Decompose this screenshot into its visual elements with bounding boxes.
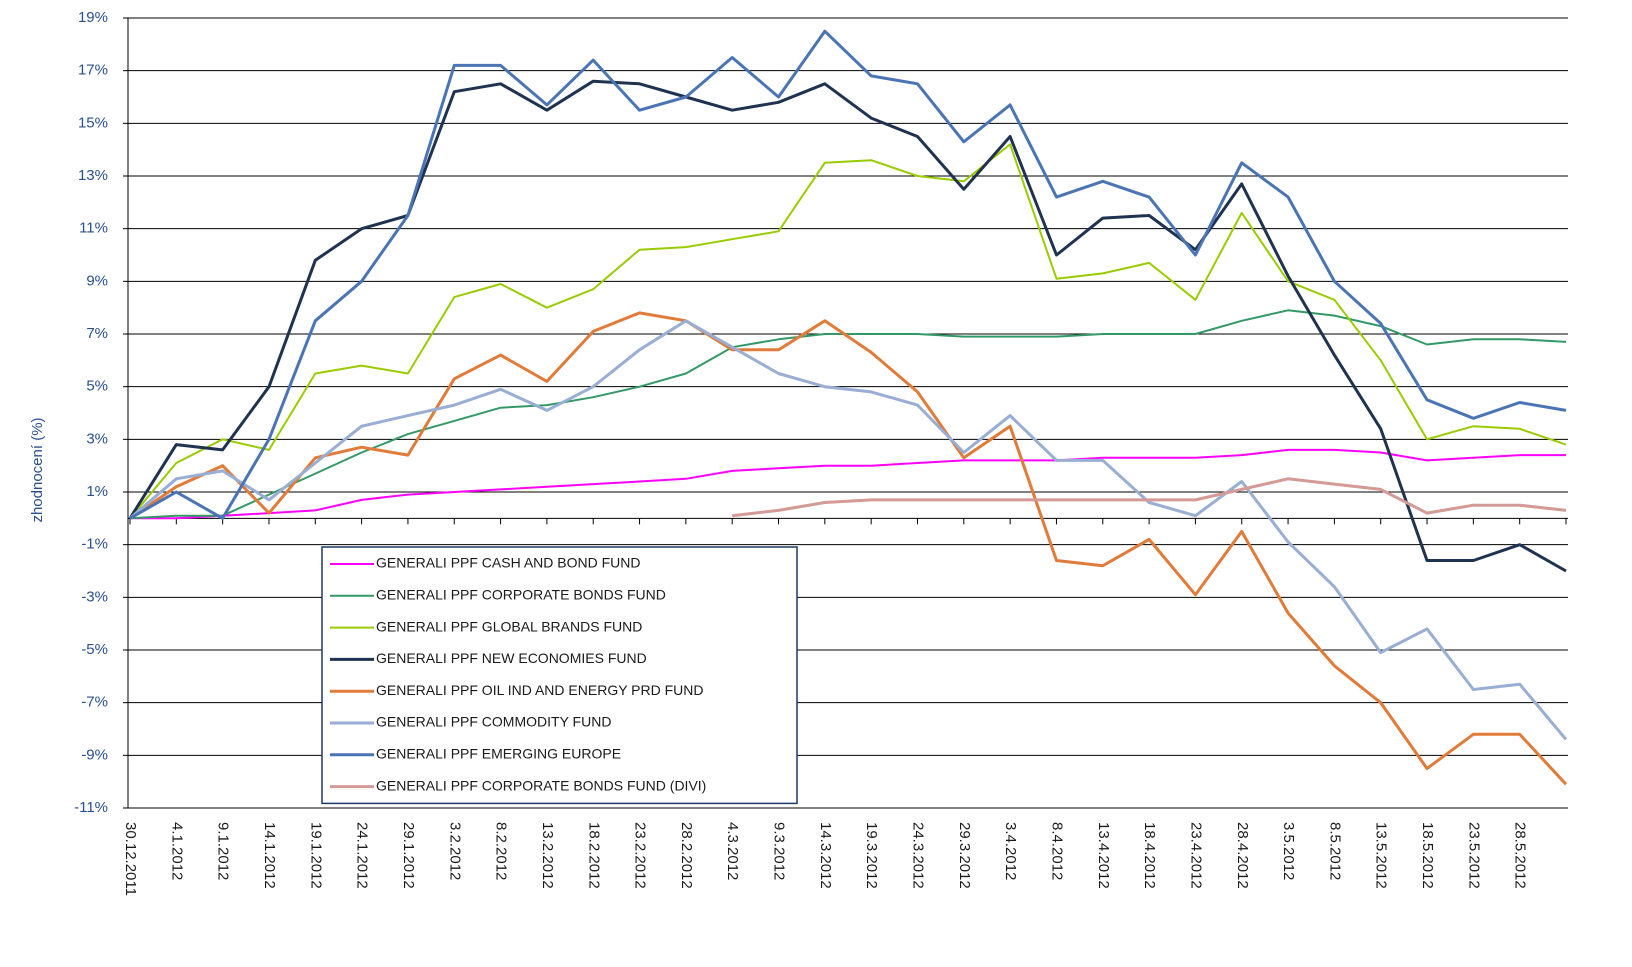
x-tick-label: 9.3.2012 [771,822,788,880]
x-tick-label: 8.2.2012 [493,822,510,880]
legend-label: GENERALI PPF NEW ECONOMIES FUND [376,650,647,666]
x-tick-label: 14.3.2012 [817,822,834,889]
x-tick-label: 13.4.2012 [1095,822,1112,889]
series-line [129,311,1568,786]
legend-label: GENERALI PPF GLOBAL BRANDS FUND [376,618,642,634]
series-line [130,448,1566,520]
x-tick-label: 13.2.2012 [539,822,556,889]
series-line [129,319,1568,741]
y-tick-label: 1% [86,483,108,500]
legend-box [321,546,798,805]
y-tick-label: -11% [74,799,108,816]
x-tick-label: 28.4.2012 [1234,822,1251,889]
y-tick-label: 15% [78,114,108,131]
x-tick-label: 3.2.2012 [446,822,463,880]
x-tick-label: 13.5.2012 [1373,822,1390,889]
x-tick-label: 28.2.2012 [678,822,695,889]
x-tick-label: 29.3.2012 [956,822,973,889]
y-tick-label: -3% [81,588,108,605]
y-tick-label: 17% [78,62,108,79]
y-axis-label: zhodnocení (%) [29,417,46,522]
x-tick-label: 23.5.2012 [1465,822,1482,889]
y-tick-label: -5% [81,641,108,658]
series-line [129,29,1567,520]
legend-label: GENERALI PPF EMERGING EUROPE [376,746,621,762]
x-tick-label: 18.5.2012 [1419,822,1436,889]
x-tick-label: 14.1.2012 [261,822,278,889]
y-tick-label: 5% [86,378,108,395]
y-tick-label: -1% [81,536,108,553]
y-tick-label: -9% [81,746,108,763]
y-tick-label: 11% [79,220,108,237]
legend-label: GENERALI PPF CASH AND BOND FUND [376,555,641,571]
y-tick-label: 7% [86,325,108,342]
y-tick-label: -7% [81,694,108,711]
x-tick-label: 28.5.2012 [1512,822,1529,889]
y-tick-label: 3% [86,430,108,447]
legend-label: GENERALI PPF COMMODITY FUND [376,714,611,730]
x-tick-label: 18.4.2012 [1141,822,1158,889]
legend-label: GENERALI PPF CORPORATE BONDS FUND (DIVI) [376,777,706,793]
y-tick-label: 13% [78,167,108,184]
x-tick-label: 4.1.2012 [168,822,185,880]
x-tick-label: 18.2.2012 [585,822,602,889]
y-tick-label: 19% [78,9,108,26]
y-tick-label: 9% [86,272,108,289]
x-tick-label: 8.4.2012 [1048,822,1065,880]
x-tick-label: 8.5.2012 [1326,822,1343,880]
x-tick-label: 3.4.2012 [1002,822,1019,880]
series-line [128,79,1567,573]
series-line [732,477,1567,518]
x-tick-label: 24.1.2012 [354,822,371,889]
x-tick-label: 30.12.2011 [122,822,139,896]
x-tick-label: 9.1.2012 [215,822,232,880]
x-tick-label: 24.3.2012 [910,822,927,889]
series-line [129,143,1567,519]
x-tick-label: 4.3.2012 [724,822,741,880]
x-tick-label: 23.2.2012 [632,822,649,889]
legend-label: GENERALI PPF OIL IND AND ENERGY PRD FUND [376,682,704,698]
x-tick-label: 19.3.2012 [863,822,880,889]
x-tick-label: 23.4.2012 [1187,822,1204,889]
x-tick-label: 29.1.2012 [400,822,417,889]
x-tick-label: 19.1.2012 [307,822,324,889]
legend-label: GENERALI PPF CORPORATE BONDS FUND [376,587,666,603]
x-tick-label: 3.5.2012 [1280,822,1297,880]
